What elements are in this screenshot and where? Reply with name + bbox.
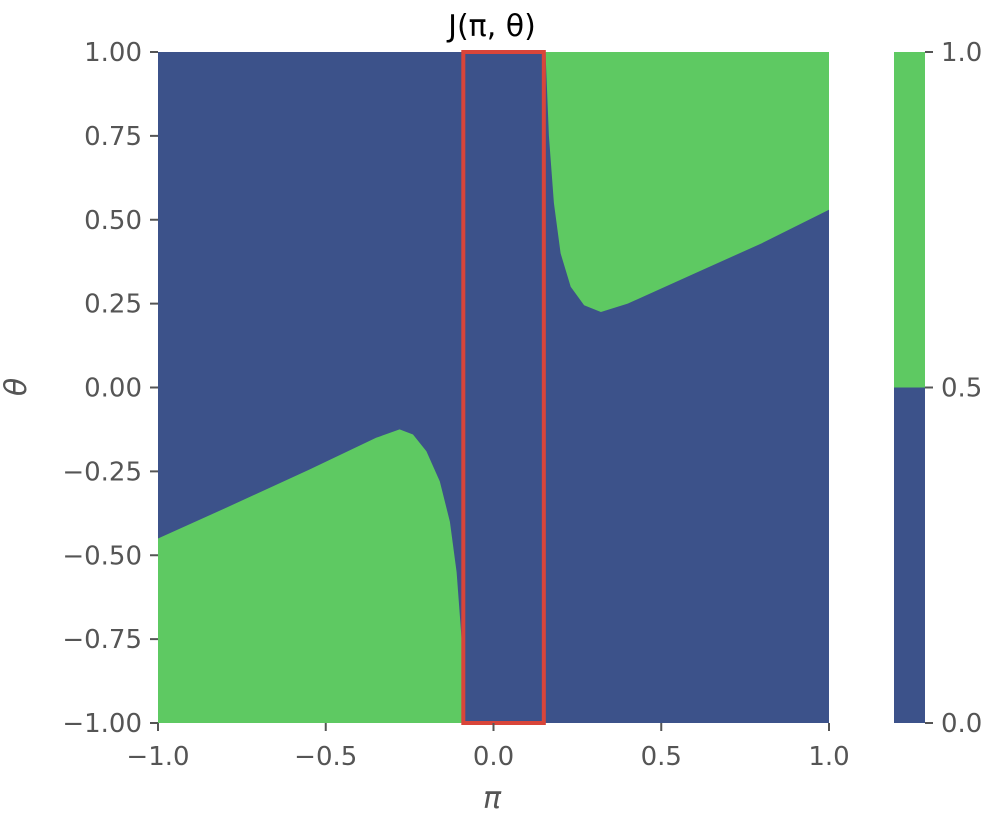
colorbar-tick-label: 1.0 [941,38,982,68]
y-tick-label: 0.00 [84,374,142,404]
y-tick-label: 0.75 [84,122,142,152]
y-axis: 1.00 0.75 0.50 0.25 0.00 −0.25 −0.50 −0.75 −1.00 [62,38,158,739]
y-tick-label: 0.50 [84,206,142,236]
chart-title: J(π, θ) [446,9,536,44]
y-tick-label: −0.50 [62,541,142,571]
x-tick-label: 0.5 [641,742,682,772]
colorbar: 1.0 0.5 0.0 [894,38,982,739]
plot-area [158,50,829,725]
colorbar-tick-label: 0.5 [941,374,982,404]
x-axis-label: π [483,781,502,816]
highlight-rectangle [461,50,546,725]
x-tick-label: −1.0 [126,742,189,772]
y-tick-label: −0.25 [62,457,142,487]
x-axis: −1.0 −0.5 0.0 0.5 1.0 [126,723,850,772]
colorbar-level [894,387,925,723]
x-tick-label: 0.0 [473,742,514,772]
x-tick-label: 1.0 [808,742,849,772]
y-axis-label: θ [0,378,34,396]
y-tick-label: −1.00 [62,709,142,739]
colorbar-tick-label: 0.0 [941,709,982,739]
y-tick-label: −0.75 [62,625,142,655]
y-tick-label: 1.00 [84,38,142,68]
heatmap-region-2 [158,429,464,723]
y-tick-label: 0.25 [84,290,142,320]
heatmap-region-1 [545,52,829,312]
x-tick-label: −0.5 [294,742,357,772]
colorbar-level [894,52,925,388]
